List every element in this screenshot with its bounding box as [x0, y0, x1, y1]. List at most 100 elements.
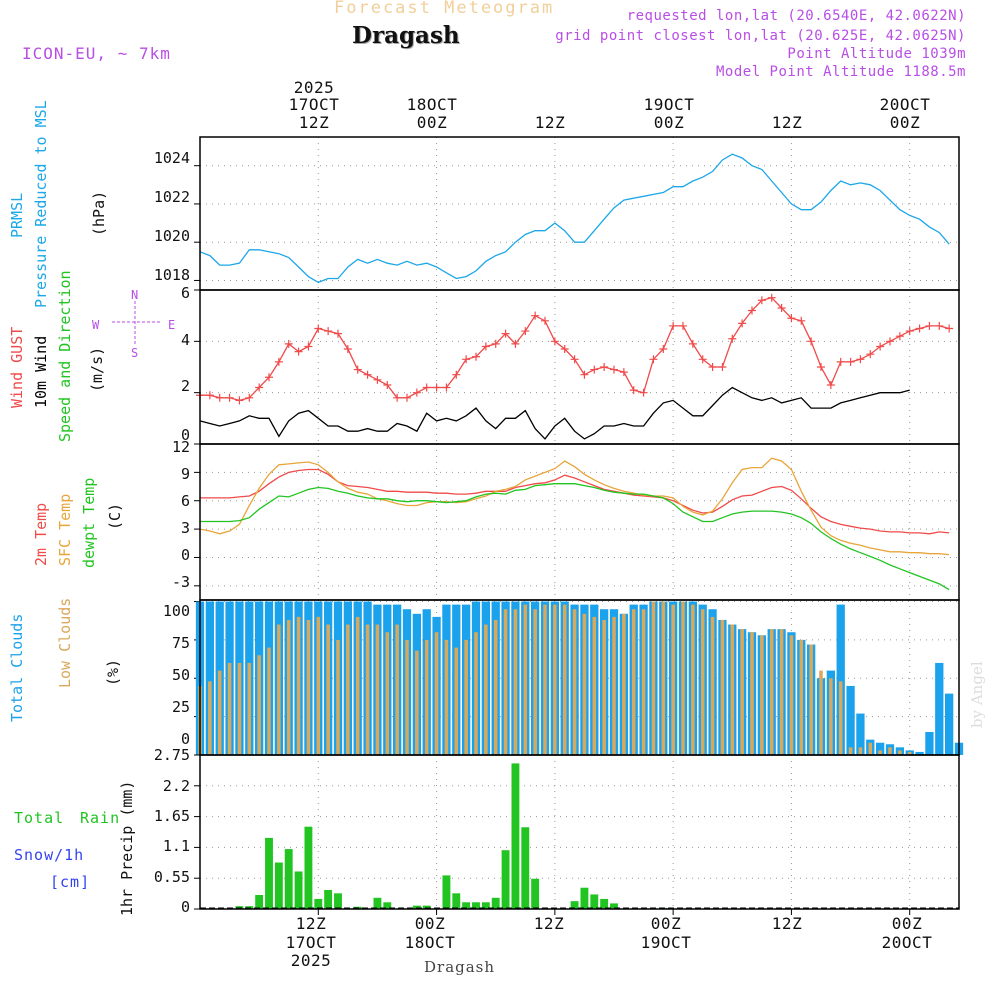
low-cloud-bar — [474, 632, 478, 755]
rain-bar — [334, 893, 342, 909]
low-cloud-bar — [375, 624, 380, 755]
bottom-axis-hour: 00Z — [891, 914, 923, 933]
gust-point-marker — [432, 383, 441, 392]
gust-point-marker — [856, 355, 865, 364]
gust-point-marker — [225, 393, 234, 402]
top-axis-hour: 00Z — [889, 113, 921, 132]
gust-point-marker — [383, 380, 392, 389]
y-tick-label: 75 — [171, 634, 190, 652]
gust-point-marker — [205, 391, 214, 400]
bottom-axis-hour: 12Z — [533, 914, 565, 933]
low-cloud-bar — [365, 624, 370, 755]
low-cloud-bar — [750, 632, 754, 755]
rain-bar — [580, 887, 589, 909]
gust-point-marker — [797, 316, 806, 325]
gust-point-marker — [570, 355, 579, 364]
rain-word-label: Rain — [80, 809, 121, 827]
gust-point-marker — [550, 337, 559, 346]
low-cloud-bar — [671, 604, 675, 755]
compass-e: E — [168, 318, 176, 332]
low-cloud-bar — [641, 609, 646, 755]
low-cloud-bar — [691, 604, 695, 755]
rain-bar — [462, 902, 471, 909]
low-cloud-bar — [523, 604, 528, 755]
bottom-axis-hour: 12Z — [295, 914, 327, 933]
low-cloud-bar — [405, 639, 409, 755]
gust-point-marker — [590, 365, 599, 374]
rain-bar — [265, 837, 273, 909]
low-cloud-bar — [592, 616, 597, 755]
rain-bar — [570, 901, 579, 909]
low-cloud-bar — [454, 647, 459, 755]
low-cloud-bar — [553, 604, 557, 755]
compass-rose-icon — [112, 301, 160, 344]
gust-point-marker — [245, 393, 254, 402]
low-cloud-bar — [868, 742, 873, 755]
wind-10m-line — [199, 386, 910, 440]
rain-bar — [610, 903, 618, 909]
panel-frame — [199, 754, 960, 910]
low-cloud-bar — [503, 609, 508, 755]
low-cloud-bar — [779, 629, 784, 755]
gust-point-marker — [767, 293, 776, 302]
low-cloud-bar — [444, 639, 449, 755]
gust-point-marker — [826, 380, 835, 389]
gust-point-marker — [580, 370, 589, 379]
low-cloud-bar — [227, 662, 232, 755]
rain-bar — [600, 898, 609, 909]
low-cloud-bar — [838, 681, 843, 755]
top-axis-hour: 12Z — [771, 113, 803, 132]
gust-point-marker — [314, 324, 323, 333]
low-cloud-bar — [434, 632, 439, 755]
gust-point-marker — [541, 316, 549, 325]
low-cloud-bar — [602, 619, 606, 755]
top-axis-date: 19OCT — [643, 95, 695, 114]
gust-point-marker — [560, 345, 569, 354]
top-axis-hour: 00Z — [653, 113, 685, 132]
total-cloud-bar — [846, 685, 855, 755]
bottom-axis-date: 17OCT — [285, 933, 337, 952]
y-tick-label: 1024 — [153, 149, 190, 167]
rain-bar — [383, 902, 392, 909]
y-tick-label: -3 — [171, 573, 190, 591]
gust-point-marker — [945, 324, 954, 333]
low-cloud-bar — [710, 616, 715, 755]
low-cloud-bar — [848, 747, 853, 755]
gust-point-marker — [452, 370, 461, 379]
gust-point-marker — [905, 327, 914, 336]
rain-bar — [481, 902, 490, 909]
gust-point-marker — [324, 327, 333, 336]
low-cloud-bar — [267, 647, 271, 755]
y-tick-label: 100 — [162, 602, 190, 620]
low-cloud-bar — [316, 616, 321, 755]
gust-point-marker — [403, 393, 411, 402]
gust-point-marker — [235, 396, 244, 405]
panel-frame — [199, 136, 960, 291]
rain-total-label: Total — [14, 809, 65, 827]
rain-bar — [304, 826, 313, 909]
low-cloud-bar — [424, 639, 429, 755]
gust-point-marker — [669, 321, 678, 330]
y-tick-label: 2 — [180, 377, 190, 395]
compass-s: S — [131, 346, 139, 360]
y-tick-label: 4 — [180, 331, 190, 349]
gust-point-marker — [255, 383, 264, 392]
gust-point-marker — [304, 342, 313, 351]
low-cloud-bar — [809, 644, 813, 755]
gust-point-marker — [639, 388, 648, 397]
gust-point-marker — [353, 365, 362, 374]
gust-point-marker — [708, 363, 717, 371]
low-cloud-bar — [651, 601, 656, 755]
y-tick-label: 0 — [180, 426, 190, 444]
gust-point-marker — [422, 383, 431, 392]
gust-point-marker — [491, 339, 500, 348]
gust-point-marker — [807, 337, 816, 346]
low-cloud-bar — [533, 609, 537, 755]
gust-point-marker — [728, 334, 737, 343]
y-tick-label: 12 — [171, 438, 190, 456]
pressure-line — [199, 153, 950, 284]
low-cloud-bar — [208, 681, 212, 755]
low-cloud-bar — [622, 613, 626, 755]
bottom-axis-date: 20OCT — [881, 933, 933, 952]
gust-point-marker — [501, 329, 510, 338]
